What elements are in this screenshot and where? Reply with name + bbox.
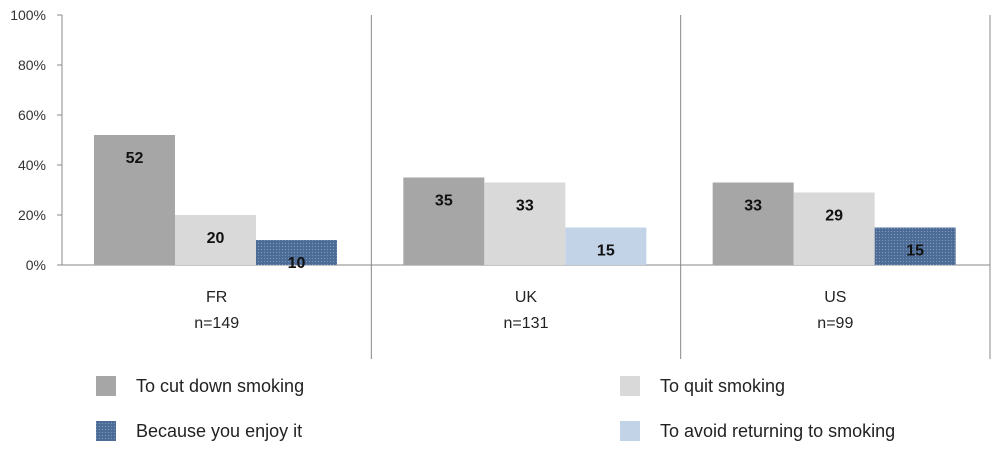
bar-value-label: 29 — [825, 208, 843, 225]
bar-value-label: 20 — [207, 230, 225, 247]
legend-label: To cut down smoking — [136, 376, 304, 396]
y-tick-label: 60% — [18, 107, 46, 123]
legend-swatch — [620, 376, 640, 396]
bar — [712, 182, 794, 265]
y-tick-label: 100% — [10, 7, 46, 23]
y-tick-label: 0% — [26, 257, 46, 273]
y-tick-label: 80% — [18, 57, 46, 73]
bar — [874, 227, 956, 265]
bar-value-label: 35 — [435, 193, 453, 210]
bar-value-label: 15 — [597, 243, 615, 260]
bar — [94, 135, 175, 265]
bar — [403, 177, 485, 265]
bar-value-label: 15 — [906, 243, 924, 260]
bar-value-label: 52 — [126, 150, 144, 167]
legend-label: Because you enjoy it — [136, 421, 302, 441]
legend-swatch — [96, 421, 116, 441]
x-category-sublabel: n=131 — [504, 315, 549, 332]
bar — [793, 192, 875, 265]
bar — [565, 227, 647, 265]
legend-label: To quit smoking — [660, 376, 785, 396]
y-tick-label: 20% — [18, 207, 46, 223]
x-category-sublabel: n=99 — [817, 315, 853, 332]
bar — [484, 182, 566, 265]
bar — [256, 240, 337, 265]
x-category-label: US — [824, 289, 846, 306]
x-category-label: UK — [515, 289, 538, 306]
x-category-sublabel: n=149 — [194, 315, 239, 332]
bar-value-label: 10 — [288, 255, 306, 272]
legend-swatch — [96, 376, 116, 396]
bar-value-label: 33 — [744, 198, 762, 215]
bar — [175, 215, 256, 265]
x-category-label: FR — [206, 289, 227, 306]
legend-swatch — [620, 421, 640, 441]
y-tick-label: 40% — [18, 157, 46, 173]
bar-value-label: 33 — [516, 198, 534, 215]
legend-label: To avoid returning to smoking — [660, 421, 895, 441]
